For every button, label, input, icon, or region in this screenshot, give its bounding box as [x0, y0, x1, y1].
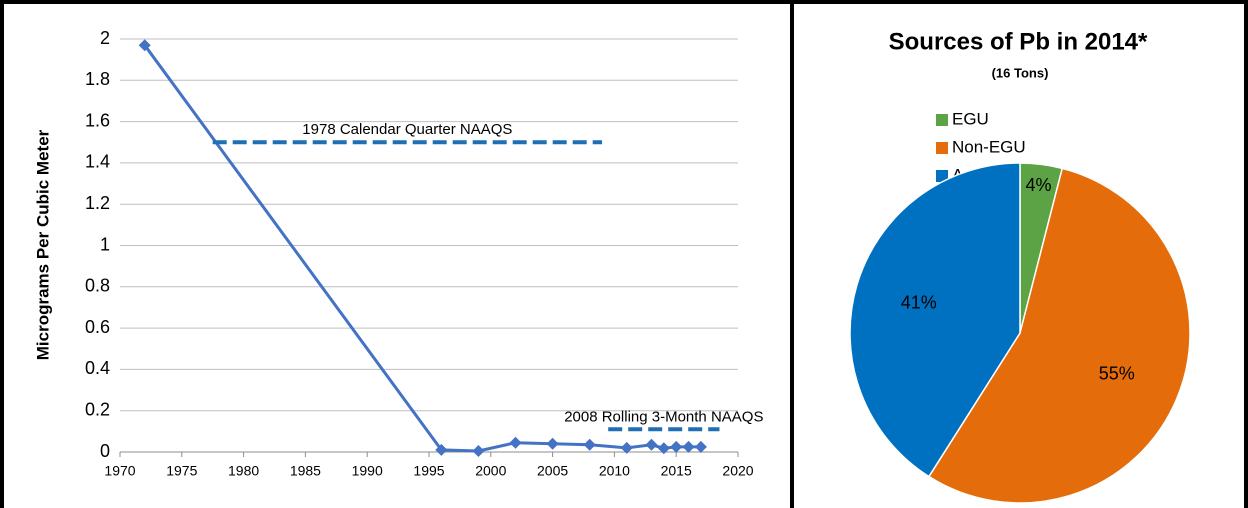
y-tick-label: 1.8 [85, 69, 110, 89]
point [546, 437, 559, 450]
x-tick-label: 2000 [475, 463, 506, 479]
y-tick-label: 0 [100, 441, 110, 461]
x-tick-label: 1985 [290, 463, 321, 479]
point [657, 442, 670, 455]
x-tick-label: 2010 [599, 463, 630, 479]
point [472, 444, 485, 457]
y-axis-title: Micrograms Per Cubic Meter [33, 129, 52, 360]
point [694, 440, 707, 453]
point [620, 441, 633, 454]
x-tick-label: 1990 [352, 463, 383, 479]
point [682, 440, 695, 453]
legend-swatch [936, 114, 948, 126]
x-tick-label: 1975 [166, 463, 197, 479]
point [670, 440, 683, 453]
y-tick-label: 1.6 [85, 110, 110, 130]
legend-swatch [936, 142, 948, 154]
x-tick-label: 2005 [537, 463, 568, 479]
x-tick-label: 1980 [228, 463, 259, 479]
point [138, 39, 151, 52]
x-tick-label: 1970 [104, 463, 135, 479]
series-label: 2008 Rolling 3-Month NAAQS [564, 408, 763, 425]
y-tick-label: 1.4 [85, 152, 110, 172]
series-label: 1978 Calendar Quarter NAAQS [302, 121, 512, 138]
data-line [143, 44, 701, 453]
legend-swatch [936, 170, 948, 182]
y-tick-label: 2 [100, 28, 110, 48]
y-tick-label: 0.2 [85, 399, 110, 419]
y-tick-label: 0.6 [85, 317, 110, 337]
pie-subtitle: (16 Tons) [992, 65, 1049, 80]
x-tick-label: 2020 [722, 463, 753, 479]
slice-label: 4% [1026, 175, 1052, 195]
pie-slice [927, 167, 1191, 504]
y-tick-label: 0.8 [85, 276, 110, 296]
pie-slice [849, 162, 1021, 478]
point [509, 436, 522, 449]
slice-label: 55% [1099, 364, 1135, 384]
legend-label: Non-EGU [952, 137, 1026, 156]
x-tick-label: 2015 [661, 463, 692, 479]
slice-label: 41% [901, 292, 937, 312]
legend-label: EGU [952, 109, 989, 128]
y-tick-label: 0.4 [85, 358, 110, 378]
y-tick-label: 1.2 [85, 193, 110, 213]
y-tick-label: 1 [100, 234, 110, 254]
x-tick-label: 1995 [413, 463, 444, 479]
pie-title: Sources of Pb in 2014* [889, 28, 1148, 55]
point [435, 443, 448, 456]
point [583, 438, 596, 451]
point [645, 438, 658, 451]
